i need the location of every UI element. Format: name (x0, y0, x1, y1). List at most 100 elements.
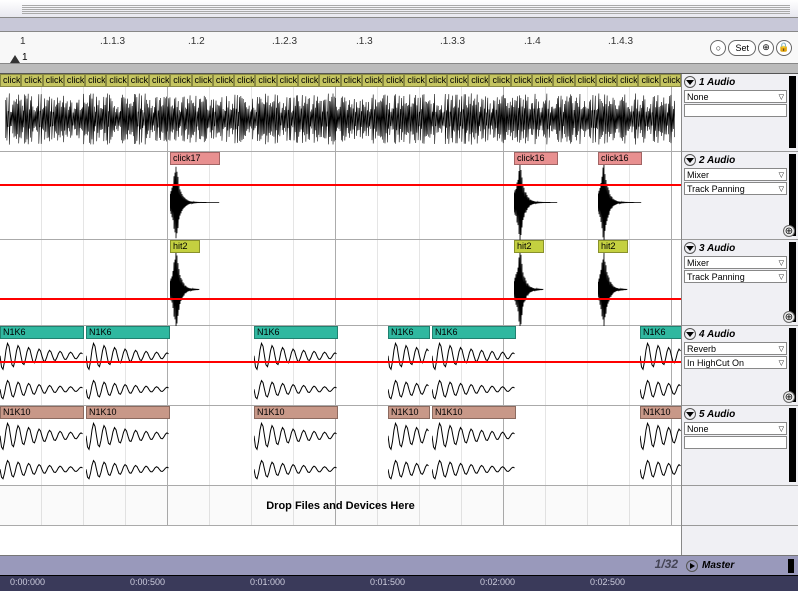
clip[interactable]: click (447, 74, 468, 87)
track-header[interactable]: 4 Audio Reverb▽ In HighCut On▽ ⊕ (682, 326, 798, 406)
clip[interactable]: N1K6 (254, 326, 338, 406)
loop-toggle[interactable]: ○ (710, 40, 726, 56)
waveform (170, 253, 200, 326)
track-fold-icon[interactable] (684, 408, 696, 420)
clip[interactable]: click (426, 74, 447, 87)
clip[interactable]: click (596, 74, 617, 87)
clip[interactable]: click (149, 74, 170, 87)
clip[interactable]: click (383, 74, 404, 87)
title-bar[interactable] (0, 0, 798, 18)
clip[interactable]: click (128, 74, 149, 87)
routing-select[interactable]: Mixer▽ (684, 256, 787, 269)
clip[interactable]: click (43, 74, 64, 87)
add-lane-button[interactable]: ⊕ (783, 225, 795, 237)
clip[interactable]: N1K6 (0, 326, 84, 406)
clip[interactable]: click (170, 74, 191, 87)
clip[interactable]: click (0, 74, 21, 87)
clip[interactable]: N1K10 (0, 406, 84, 486)
clip[interactable]: click (341, 74, 362, 87)
automation-select[interactable]: In HighCut On▽ (684, 356, 787, 369)
lock-icon[interactable]: 🔒 (776, 40, 792, 56)
clip[interactable]: click (319, 74, 340, 87)
track-fold-icon[interactable] (684, 328, 696, 340)
arrangement-view[interactable]: clickclickclickclickclickclickclickclick… (0, 74, 682, 555)
automation-line[interactable] (0, 184, 681, 186)
clip[interactable]: click (85, 74, 106, 87)
clip[interactable]: click (638, 74, 659, 87)
clip[interactable]: click (511, 74, 532, 87)
clip[interactable]: click (617, 74, 638, 87)
add-lane-button[interactable]: ⊕ (783, 311, 795, 323)
add-lane-button[interactable]: ⊕ (783, 391, 795, 403)
track-header[interactable]: 1 Audio None▽ (682, 74, 798, 152)
punch-in[interactable]: ⊕ (758, 40, 774, 56)
track-headers: 1 Audio None▽ 2 Audio Mixer▽ Track Panni… (682, 74, 798, 555)
clip[interactable]: N1K6 (432, 326, 516, 406)
clip[interactable]: N1K6 (86, 326, 170, 406)
clip[interactable]: click (21, 74, 42, 87)
clip[interactable]: hit2 (170, 240, 200, 326)
track-fold-icon[interactable] (684, 76, 696, 88)
track-fold-icon[interactable] (684, 242, 696, 254)
clip[interactable]: click (64, 74, 85, 87)
loop-start-num: 1 (22, 52, 28, 63)
track-lane[interactable]: click17 click16 click16 (0, 152, 681, 240)
track-lane[interactable]: clickclickclickclickclickclickclickclick… (0, 74, 681, 152)
track-header[interactable]: 2 Audio Mixer▽ Track Panning▽ ⊕ (682, 152, 798, 240)
arrangement-overview[interactable] (0, 64, 798, 74)
track-lane[interactable]: N1K6N1K6N1K6N1K6N1K6N1K6 (0, 326, 681, 406)
loop-start-marker[interactable] (10, 55, 20, 63)
clip[interactable]: click (468, 74, 489, 87)
automation-select[interactable] (684, 436, 787, 449)
clip[interactable]: N1K6 (388, 326, 430, 406)
automation-select[interactable]: Track Panning▽ (684, 182, 787, 195)
clip[interactable]: click17 (170, 152, 220, 240)
track-name: 5 Audio (699, 409, 735, 420)
clip[interactable]: click (277, 74, 298, 87)
clip[interactable]: N1K10 (640, 406, 682, 486)
clip[interactable]: N1K10 (432, 406, 516, 486)
waveform (640, 419, 682, 486)
timeline-ruler[interactable]: 1.1.1.3.1.2.1.2.3.1.3.1.3.3.1.4.1.4.3 1 … (0, 32, 798, 64)
clip[interactable]: click (404, 74, 425, 87)
clip[interactable]: N1K6 (640, 326, 682, 406)
clip[interactable]: click16 (598, 152, 642, 240)
track-lane[interactable]: hit2 hit2 hit2 (0, 240, 681, 326)
clip[interactable]: click (660, 74, 681, 87)
drop-zone[interactable]: Drop Files and Devices Here (0, 486, 681, 526)
track-header[interactable]: 5 Audio None▽ (682, 406, 798, 486)
clip[interactable]: click (489, 74, 510, 87)
clip[interactable]: N1K10 (254, 406, 338, 486)
clip[interactable]: click (192, 74, 213, 87)
set-button[interactable]: Set (728, 40, 756, 56)
automation-line[interactable] (0, 361, 681, 363)
clip[interactable]: click (255, 74, 276, 87)
automation-line[interactable] (0, 298, 681, 300)
routing-select[interactable]: Reverb▽ (684, 342, 787, 355)
clip[interactable]: click (553, 74, 574, 87)
track-fold-icon[interactable] (684, 154, 696, 166)
clip[interactable]: N1K10 (86, 406, 170, 486)
horizontal-scrollbar[interactable] (0, 18, 798, 32)
routing-select[interactable]: Mixer▽ (684, 168, 787, 181)
track-header[interactable]: 3 Audio Mixer▽ Track Panning▽ ⊕ (682, 240, 798, 326)
routing-select[interactable]: None▽ (684, 90, 787, 103)
clip[interactable]: hit2 (598, 240, 628, 326)
zoom-display[interactable]: 1/32 (655, 557, 678, 571)
clip[interactable]: click16 (514, 152, 558, 240)
clip[interactable]: click (575, 74, 596, 87)
clip[interactable]: click (106, 74, 127, 87)
clip[interactable]: click (213, 74, 234, 87)
automation-select[interactable] (684, 104, 787, 117)
automation-select[interactable]: Track Panning▽ (684, 270, 787, 283)
clip[interactable]: click (532, 74, 553, 87)
clip[interactable]: click (234, 74, 255, 87)
clip[interactable]: hit2 (514, 240, 544, 326)
clip[interactable]: N1K10 (388, 406, 430, 486)
time-ruler[interactable]: 0:00:0000:00:5000:01:0000:01:5000:02:000… (0, 575, 798, 591)
play-icon[interactable] (686, 560, 698, 572)
clip[interactable]: click (298, 74, 319, 87)
track-lane[interactable]: N1K10N1K10N1K10N1K10N1K10N1K10 (0, 406, 681, 486)
clip[interactable]: click (362, 74, 383, 87)
routing-select[interactable]: None▽ (684, 422, 787, 435)
